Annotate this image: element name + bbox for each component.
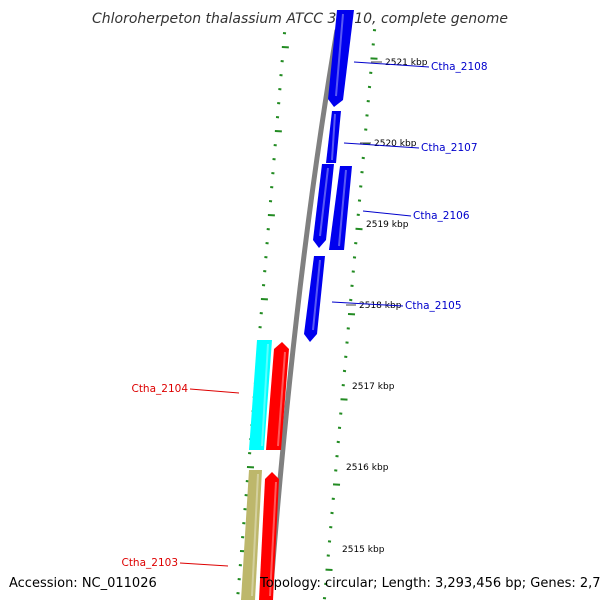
accession-text: Accession: NC_011026 bbox=[9, 576, 157, 591]
gene-label[interactable]: Ctha_2104 bbox=[131, 383, 188, 395]
gene-highlight bbox=[331, 113, 336, 161]
scale-tick-label: 2517 kbp bbox=[352, 382, 395, 392]
outer-tick-ring bbox=[322, 29, 378, 600]
scale-tick-label: 2519 kbp bbox=[366, 220, 409, 230]
gene-highlight bbox=[312, 259, 321, 331]
gene-label-leader bbox=[353, 61, 430, 68]
gene-highlight bbox=[251, 473, 259, 597]
gene-highlight bbox=[335, 13, 344, 97]
gene-label-leader bbox=[362, 210, 412, 217]
gene-label-leader bbox=[189, 388, 240, 394]
scale-tick-label: 2518 kbp bbox=[359, 301, 402, 311]
gene-label[interactable]: Ctha_2107 bbox=[421, 142, 478, 154]
gene-label[interactable]: Ctha_2103 bbox=[121, 557, 178, 569]
gene-label-leader bbox=[343, 142, 420, 149]
gene-rna-feature[interactable] bbox=[249, 340, 272, 450]
gene-highlight bbox=[269, 481, 277, 597]
inner-tick-ring bbox=[236, 32, 289, 595]
scale-ticks: 2521 kbp 2520 kbp 2519 kbp 2518 kbp 2517 kbp… bbox=[342, 58, 428, 555]
gene-label-leader bbox=[331, 301, 404, 307]
gene-arrow-ctha-2106-b[interactable] bbox=[329, 166, 352, 250]
topology-text: Topology: circular; Length: 3,293,456 bp… bbox=[259, 576, 600, 591]
gene-label-leader bbox=[179, 562, 229, 567]
scale-tick-label: 2520 kbp bbox=[374, 139, 417, 149]
gene-labels: Ctha_2108 Ctha_2107 Ctha_2106 Ctha_2105 Ctha… bbox=[121, 61, 487, 569]
gene-highlight bbox=[261, 343, 269, 447]
gene-highlight bbox=[338, 169, 347, 247]
scale-tick-label: 2516 kbp bbox=[346, 463, 389, 473]
gene-arrow-ctha-2108[interactable] bbox=[328, 10, 354, 107]
gene-arrow-ctha-2104[interactable] bbox=[266, 342, 289, 450]
gene-label[interactable]: Ctha_2108 bbox=[431, 61, 488, 73]
scale-tick-label: 2515 kbp bbox=[342, 545, 385, 555]
gene-arrow-ctha-2106-a[interactable] bbox=[313, 164, 334, 248]
gene-highlight bbox=[277, 351, 286, 447]
gene-features bbox=[241, 10, 354, 600]
gene-arrow-ctha-2107[interactable] bbox=[326, 111, 341, 163]
gene-highlight bbox=[319, 167, 329, 237]
scale-tick-label: 2521 kbp bbox=[385, 58, 428, 68]
gene-other-feature[interactable] bbox=[241, 470, 262, 600]
genome-backbone bbox=[267, 29, 340, 600]
gene-label[interactable]: Ctha_2106 bbox=[413, 210, 470, 222]
gene-arrow-ctha-2103[interactable] bbox=[259, 472, 279, 600]
genome-title: Chloroherpeton thalassium ATCC 35110, co… bbox=[92, 11, 508, 27]
gene-label[interactable]: Ctha_2105 bbox=[405, 300, 462, 312]
gene-arrow-ctha-2105[interactable] bbox=[304, 256, 325, 342]
